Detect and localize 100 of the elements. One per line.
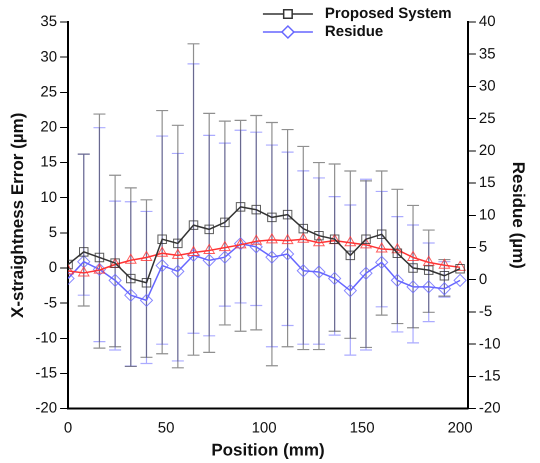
point xyxy=(281,247,294,260)
point xyxy=(187,248,200,262)
point xyxy=(407,250,419,261)
point xyxy=(438,258,450,269)
point xyxy=(406,280,420,294)
y-tick-label: -5 xyxy=(44,294,58,312)
point xyxy=(313,236,325,246)
point xyxy=(78,266,90,276)
x-tick-label: 100 xyxy=(252,420,277,437)
point xyxy=(77,255,90,268)
point xyxy=(344,284,357,298)
point xyxy=(360,238,372,248)
point xyxy=(265,250,278,264)
y2-tick-label: 5 xyxy=(478,238,488,256)
point xyxy=(108,274,122,287)
y2-tick-label: 40 xyxy=(478,13,496,30)
y2-tick-label: -15 xyxy=(478,368,501,385)
x-tick-label: 50 xyxy=(158,420,174,437)
y-tick-label: 20 xyxy=(40,118,58,136)
y-tick-label: 0 xyxy=(48,259,58,276)
x-tick-label: 0 xyxy=(64,420,72,437)
point xyxy=(376,242,388,253)
x-tick-label: 150 xyxy=(350,420,375,437)
point xyxy=(218,250,232,264)
point xyxy=(390,274,404,287)
point xyxy=(188,220,198,230)
point xyxy=(424,265,434,275)
x-tick-label: 200 xyxy=(448,420,473,437)
legend-label: Proposed System xyxy=(324,5,452,22)
point xyxy=(126,274,136,284)
point xyxy=(79,247,89,257)
point xyxy=(94,252,104,262)
point xyxy=(454,260,466,271)
y-tick-label: -20 xyxy=(35,400,58,417)
x-axis-title: Position (mm) xyxy=(211,440,325,460)
point xyxy=(408,263,418,273)
point xyxy=(392,243,404,254)
point xyxy=(157,234,167,244)
point xyxy=(282,234,294,244)
point xyxy=(204,244,215,254)
y2-tick-label: 10 xyxy=(478,206,496,224)
y2-tick-label: 20 xyxy=(478,142,496,160)
point xyxy=(328,272,342,285)
point xyxy=(438,282,451,296)
point xyxy=(454,274,467,287)
y2-tick-label: 15 xyxy=(478,174,496,192)
point xyxy=(296,264,310,278)
point xyxy=(171,264,184,278)
point xyxy=(392,248,402,258)
y-tick-label: 5 xyxy=(48,224,58,242)
y-tick-label: 30 xyxy=(40,48,58,66)
point xyxy=(422,280,436,294)
point xyxy=(188,246,200,256)
y2-tick-label: 30 xyxy=(478,78,496,95)
point xyxy=(314,230,324,240)
point xyxy=(173,238,183,248)
point xyxy=(440,271,450,280)
point xyxy=(266,233,278,244)
y2-tick-label: -5 xyxy=(478,303,492,320)
point xyxy=(344,236,356,246)
point xyxy=(204,224,214,234)
point xyxy=(220,218,230,228)
y2-tick-label: 25 xyxy=(478,110,496,127)
y-tick-label: 15 xyxy=(40,154,58,171)
point xyxy=(455,264,465,274)
point xyxy=(142,278,152,288)
legend-label: Residue xyxy=(324,23,384,40)
point xyxy=(360,266,372,280)
point xyxy=(423,256,434,266)
point xyxy=(202,254,216,267)
y-tick-label: 10 xyxy=(40,188,58,206)
y2-tick-label: -20 xyxy=(478,400,501,417)
point xyxy=(156,259,169,272)
point xyxy=(346,250,356,260)
point xyxy=(250,234,262,245)
point xyxy=(140,250,152,261)
y-tick-label: -15 xyxy=(35,364,58,382)
point xyxy=(361,234,371,244)
point xyxy=(140,294,153,307)
point xyxy=(236,202,246,212)
y2-tick-label: -10 xyxy=(478,335,501,352)
point xyxy=(172,248,184,259)
y-tick-label: 25 xyxy=(40,83,58,100)
y-tick-label: 35 xyxy=(40,13,58,30)
point xyxy=(219,241,231,252)
point xyxy=(312,266,326,278)
point xyxy=(298,232,309,243)
y-axis-title: X-straightness Error (µm) xyxy=(8,112,27,318)
y2-axis-title: Residue (µm) xyxy=(509,162,528,269)
point xyxy=(375,256,388,269)
point xyxy=(252,204,261,214)
y2-tick-label: 35 xyxy=(478,45,496,62)
point xyxy=(156,246,168,257)
y-tick-label: -10 xyxy=(35,329,58,346)
point xyxy=(125,254,136,264)
point xyxy=(124,288,138,302)
point xyxy=(376,230,386,240)
point xyxy=(282,210,292,220)
point xyxy=(298,224,308,234)
y2-tick-label: 0 xyxy=(478,270,488,288)
